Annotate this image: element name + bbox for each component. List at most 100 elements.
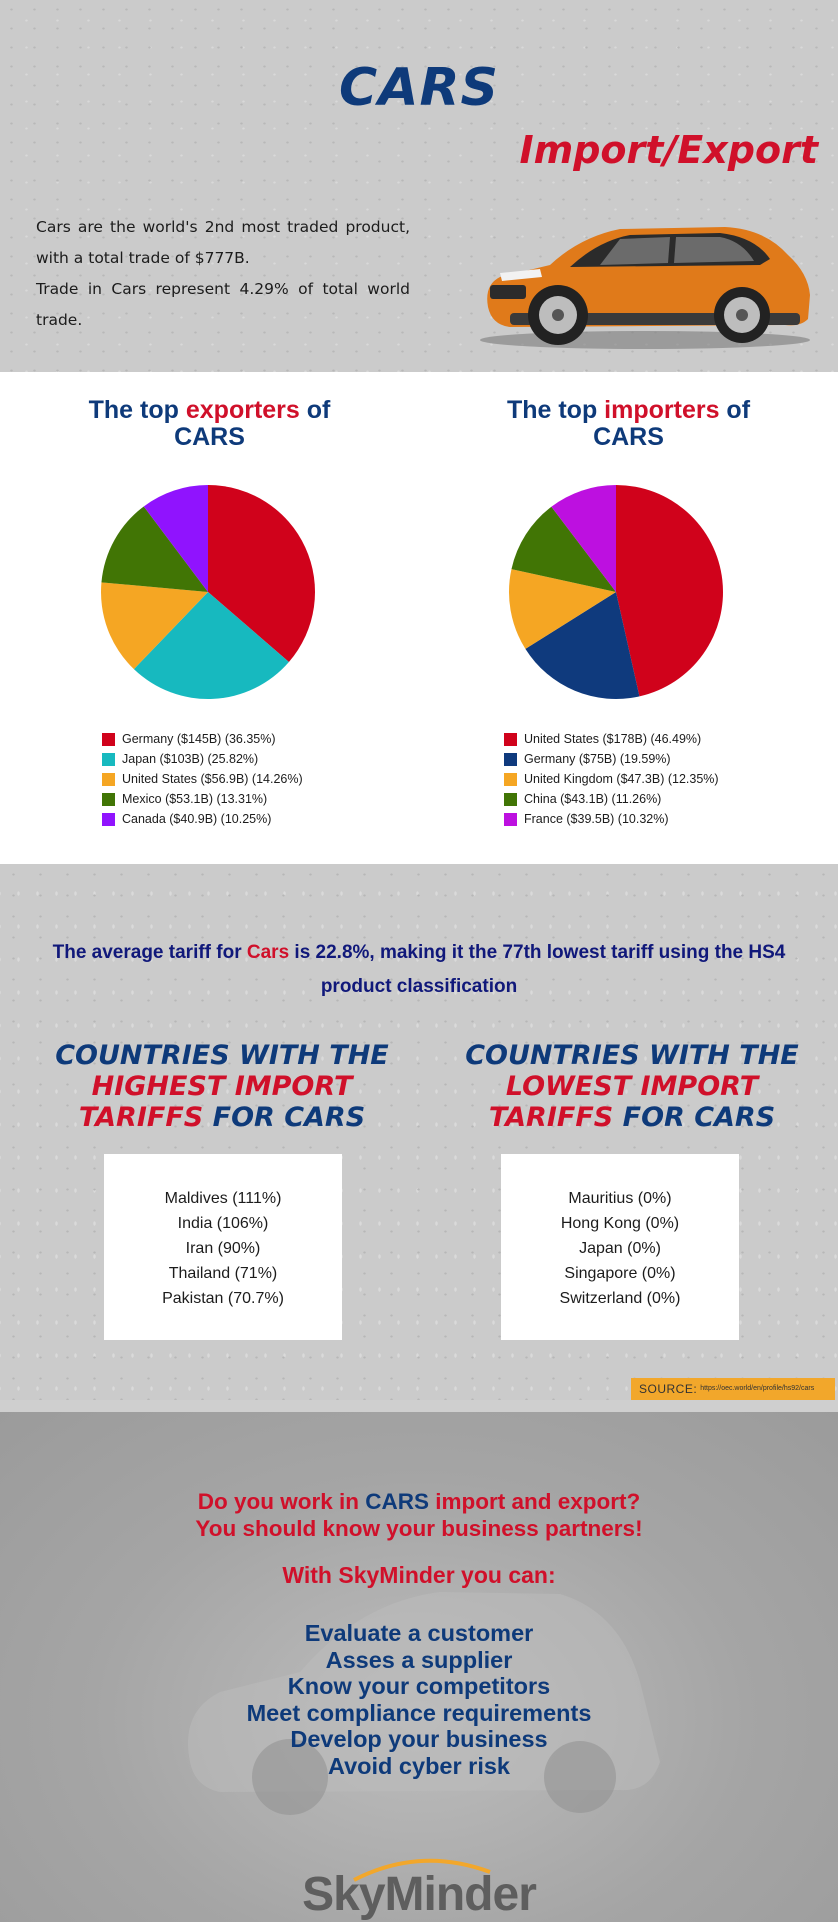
importers-slice: [551, 485, 616, 592]
exporters-legend-label: Canada ($40.9B) (10.25%): [122, 812, 272, 826]
importers-slice: [509, 569, 616, 649]
importers-title: The top importers of CARS: [419, 397, 838, 451]
importers-legend-swatch: [504, 792, 517, 806]
importers-legend-swatch: [504, 812, 517, 826]
exporters-legend-label: Germany ($145B) (36.35%): [122, 732, 276, 746]
exporters-title-post: of: [299, 396, 331, 424]
cta-section: Do you work in CARS import and export? Y…: [0, 1412, 838, 1922]
importers-legend-label: United States ($178B) (46.49%): [524, 732, 702, 746]
importers-legend-swatch: [504, 732, 517, 746]
highest-heading-line1: COUNTRIES WITH THE: [55, 1040, 389, 1071]
exporters-title: The top exporters of CARS: [0, 397, 419, 451]
cta-question-highlight: CARS: [365, 1489, 429, 1514]
importers-slice: [525, 592, 640, 699]
exporters-legend-swatch: [102, 812, 115, 826]
list-item: Singapore (0%): [564, 1265, 676, 1282]
importers-slice: [616, 485, 723, 697]
list-item: Japan (0%): [579, 1240, 661, 1257]
logo-arc-icon: [353, 1858, 491, 1882]
exporters-legend-item: United States ($56.9B) (14.26%): [102, 769, 303, 789]
exporters-legend-item: Canada ($40.9B) (10.25%): [102, 809, 303, 829]
list-item: Know your competitors: [287, 1673, 551, 1699]
cta-question: Do you work in CARS import and export? Y…: [0, 1488, 838, 1542]
list-item: Avoid cyber risk: [328, 1752, 510, 1779]
list-item: Develop your business: [290, 1726, 548, 1752]
importers-pie-chart: [509, 485, 723, 699]
list-item: Meet compliance requirements: [246, 1699, 592, 1726]
pie-charts-section: The top exporters of CARS Germany ($145B…: [0, 372, 838, 864]
importers-legend-swatch: [504, 752, 517, 766]
avg-pre: The average tariff for: [52, 942, 247, 963]
importers-legend-label: China ($43.1B) (11.26%): [524, 792, 662, 806]
exporters-pie-chart: [101, 485, 315, 699]
page-title: CARS: [339, 58, 499, 118]
source-link[interactable]: https://oec.world/en/profile/hs92/cars: [700, 1385, 815, 1392]
importers-block: The top importers of CARS United States …: [419, 372, 838, 864]
importers-legend-label: Germany ($75B) (19.59%): [524, 752, 671, 766]
importers-title-line2: CARS: [593, 423, 664, 451]
exporters-title-pre: The top: [88, 396, 186, 424]
importers-slice: [511, 506, 616, 592]
exporters-legend-label: United States ($56.9B) (14.26%): [122, 772, 303, 786]
exporters-legend-swatch: [102, 732, 115, 746]
importers-legend: United States ($178B) (46.49%) Germany ($…: [504, 729, 719, 829]
exporters-legend-item: Japan ($103B) (25.82%): [102, 749, 303, 769]
list-item: Iran (90%): [185, 1240, 261, 1257]
exporters-legend-swatch: [102, 792, 115, 806]
intro-line-1: Cars are the world's 2nd most traded pro…: [36, 218, 410, 267]
exporters-title-highlight: exporters: [185, 396, 300, 424]
intro-text: Cars are the world's 2nd most traded pro…: [36, 212, 410, 336]
lowest-tariffs-list: Mauritius (0%) Hong Kong (0%) Japan (0%)…: [501, 1154, 739, 1340]
lowest-tariffs-heading: COUNTRIES WITH THE LOWEST IMPORT TARIFFS…: [432, 1040, 832, 1133]
exporters-slice: [208, 485, 315, 663]
exporters-slice: [143, 485, 208, 592]
list-item: Thailand (71%): [168, 1265, 278, 1282]
lowest-heading-line3a: TARIFFS: [488, 1102, 614, 1133]
exporters-legend-swatch: [102, 772, 115, 786]
cta-question-pre: Do you work in: [197, 1489, 366, 1514]
tariff-section: The average tariff for Cars is 22.8%, ma…: [0, 864, 838, 1400]
list-item: Pakistan (70.7%): [162, 1290, 284, 1307]
exporters-legend-item: Mexico ($53.1B) (13.31%): [102, 789, 303, 809]
exporters-legend-label: Mexico ($53.1B) (13.31%): [122, 792, 268, 806]
source-label: SOURCE:: [639, 1382, 698, 1396]
importers-title-pre: The top: [506, 396, 605, 424]
lowest-heading-line1: COUNTRIES WITH THE: [465, 1040, 799, 1071]
exporters-block: The top exporters of CARS Germany ($145B…: [0, 372, 419, 864]
importers-legend-item: China ($43.1B) (11.26%): [504, 789, 719, 809]
car-image: [480, 227, 810, 349]
cta-question-line2: You should know your business partners!: [195, 1516, 643, 1541]
cta-with-skyminder: With SkyMinder you can:: [282, 1562, 556, 1588]
average-tariff-text: The average tariff for Cars is 22.8%, ma…: [30, 936, 808, 1004]
list-item: Hong Kong (0%): [560, 1215, 680, 1232]
cta-question-post: import and export?: [429, 1489, 641, 1514]
importers-legend-swatch: [504, 772, 517, 786]
importers-legend-item: United States ($178B) (46.49%): [504, 729, 719, 749]
list-item: Maldives (111%): [164, 1190, 282, 1207]
lowest-heading-line2: LOWEST IMPORT: [505, 1071, 759, 1102]
highest-tariffs-heading: COUNTRIES WITH THE HIGHEST IMPORT TARIFF…: [22, 1040, 422, 1133]
list-item: Asses a supplier: [325, 1646, 513, 1673]
list-item: Mauritius (0%): [568, 1190, 672, 1207]
exporters-slice: [133, 592, 289, 699]
exporters-legend-swatch: [102, 752, 115, 766]
exporters-legend-label: Japan ($103B) (25.82%): [122, 752, 259, 766]
exporters-slice: [101, 582, 208, 670]
avg-highlight: Cars: [246, 942, 290, 963]
list-item: India (106%): [177, 1215, 269, 1232]
intro-line-2: Trade in Cars represent 4.29% of total w…: [36, 280, 410, 329]
highest-heading-line3b: FOR CARS: [203, 1102, 366, 1133]
list-item: Evaluate a customer: [304, 1620, 534, 1646]
importers-legend-item: United Kingdom ($47.3B) (12.35%): [504, 769, 719, 789]
logo-text: SkyMinder: [302, 1868, 537, 1921]
hero-section: CARS Import/Export Cars are the world's …: [0, 0, 838, 372]
exporters-slice: [101, 506, 208, 592]
importers-title-highlight: importers: [604, 396, 720, 424]
importers-legend-item: France ($39.5B) (10.32%): [504, 809, 719, 829]
background-car-image: [188, 1592, 660, 1815]
lowest-heading-line3b: FOR CARS: [613, 1102, 776, 1133]
importers-title-post: of: [719, 396, 751, 424]
exporters-legend: Germany ($145B) (36.35%) Japan ($103B) (2…: [102, 729, 303, 829]
importers-legend-label: United Kingdom ($47.3B) (12.35%): [524, 772, 719, 786]
importers-legend-item: Germany ($75B) (19.59%): [504, 749, 719, 769]
